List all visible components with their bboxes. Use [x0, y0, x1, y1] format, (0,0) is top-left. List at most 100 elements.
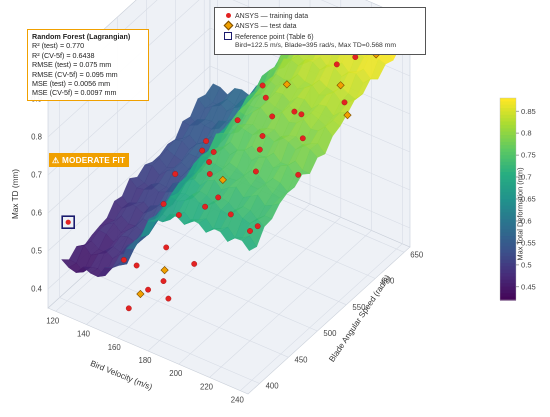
training-point[interactable] [259, 82, 266, 89]
colorbar-tick-label: 0.6 [521, 217, 532, 226]
colorbar-segment [500, 195, 516, 200]
training-point[interactable] [352, 54, 359, 60]
colorbar-segment [500, 205, 516, 210]
colorbar-segment [500, 114, 516, 119]
reference-marker-icon [224, 32, 232, 40]
training-point[interactable] [172, 171, 179, 177]
colorbar-segment [500, 296, 516, 301]
training-point[interactable] [295, 171, 302, 178]
colorbar-tick-label: 0.45 [521, 282, 536, 291]
training-point[interactable] [299, 135, 306, 142]
fit-badge: ⚠ MODERATE FIT [49, 153, 130, 167]
legend-item-training[interactable]: ANSYS — training data [221, 11, 308, 21]
training-point[interactable] [199, 147, 206, 154]
y-tick-label: 500 [323, 329, 337, 338]
test-point[interactable] [336, 81, 345, 90]
colorbar-segment [500, 155, 516, 160]
colorbar-segment [500, 219, 516, 224]
x-tick-label: 220 [200, 383, 214, 392]
colorbar-segment [500, 168, 516, 173]
training-point[interactable] [165, 295, 172, 302]
training-point[interactable] [210, 149, 217, 155]
grid-line [59, 69, 260, 384]
colorbar-segment [500, 165, 516, 170]
test-marker-icon [223, 20, 233, 30]
training-point[interactable] [145, 286, 152, 293]
colorbar-segment [500, 124, 516, 129]
colorbar-segment [500, 212, 516, 217]
training-point[interactable] [234, 117, 241, 124]
training-point[interactable] [247, 228, 253, 234]
training-point[interactable] [269, 113, 276, 120]
test-point[interactable] [136, 289, 145, 299]
colorbar-segment [500, 286, 516, 291]
training-point[interactable] [215, 194, 222, 201]
colorbar-tick-label: 0.5 [521, 261, 532, 270]
legend[interactable]: ANSYS — training data ANSYS — test data … [214, 7, 426, 55]
training-point[interactable] [163, 244, 170, 251]
colorbar-segment [500, 239, 516, 244]
colorbar-tick-label: 0.65 [521, 195, 536, 204]
training-point[interactable] [259, 133, 266, 139]
test-point[interactable] [343, 110, 352, 120]
colorbar-segment [500, 175, 516, 180]
grid-line [240, 15, 403, 391]
reference-point-box[interactable] [61, 215, 76, 229]
colorbar-tick-label: 0.85 [521, 107, 536, 116]
training-point[interactable] [341, 99, 348, 106]
colorbar-tick-label: 0.75 [521, 151, 536, 160]
training-point[interactable] [262, 94, 269, 101]
z-tick-label: 0.6 [31, 209, 42, 218]
colorbar-tick-label: 0.7 [521, 173, 532, 182]
colorbar-segment [500, 108, 516, 113]
colorbar-segment [500, 269, 516, 274]
training-point[interactable] [125, 305, 132, 312]
legend-item-test[interactable]: ANSYS — test data [221, 20, 296, 31]
training-point[interactable] [206, 171, 213, 177]
metric-mse-cv: MSE (CV-5f) = 0.0097 mm [32, 88, 117, 98]
training-point[interactable] [202, 203, 209, 210]
x-tick-label: 120 [46, 316, 60, 325]
z-tick-label: 0.8 [31, 133, 42, 142]
colorbar-segment [500, 249, 516, 254]
legend-reference-detail: Bird=122.5 m/s, Blade=395 rad/s, Max TD=… [235, 42, 397, 49]
training-point[interactable] [206, 159, 213, 165]
colorbar-segment [500, 256, 516, 261]
training-point[interactable] [256, 146, 263, 153]
colorbar-segment [500, 138, 516, 143]
colorbar-segment [500, 158, 516, 163]
colorbar-segment [500, 185, 516, 190]
x-tick-label: 140 [77, 330, 91, 339]
test-point[interactable] [218, 175, 227, 185]
colorbar-segment [500, 259, 516, 264]
colorbar-tick-label: 0.55 [521, 239, 536, 248]
training-point[interactable] [175, 212, 182, 218]
metric-rmse-test: RMSE (test) = 0.075 mm [32, 60, 112, 70]
legend-reference-label: Reference point (Table 6) [235, 33, 314, 41]
training-point[interactable] [254, 223, 261, 230]
y-tick-label: 600 [381, 277, 395, 286]
training-point[interactable] [160, 201, 167, 207]
legend-item-reference[interactable]: Reference point (Table 6) [221, 32, 314, 42]
colorbar-segment [500, 225, 516, 230]
training-point[interactable] [133, 262, 140, 269]
colorbar-segment [500, 135, 516, 139]
colorbar-segment [500, 188, 516, 193]
training-point[interactable] [252, 168, 259, 175]
training-point[interactable] [333, 61, 340, 68]
training-point[interactable] [160, 278, 167, 284]
training-point[interactable] [291, 108, 298, 115]
training-point[interactable] [298, 111, 305, 118]
training-point[interactable] [121, 256, 127, 263]
test-point[interactable] [160, 265, 169, 275]
training-point[interactable] [227, 211, 234, 218]
x-tick-label: 180 [138, 356, 152, 365]
test-point[interactable] [282, 80, 292, 89]
training-point[interactable] [191, 260, 198, 267]
z-tick-label: 0.4 [31, 285, 43, 294]
colorbar-segment [500, 178, 516, 183]
training-point[interactable] [203, 138, 210, 145]
reference-point[interactable] [65, 219, 71, 225]
metric-mse-test: MSE (test) = 0.0056 mm [32, 79, 111, 89]
colorbar-segment [500, 266, 516, 271]
